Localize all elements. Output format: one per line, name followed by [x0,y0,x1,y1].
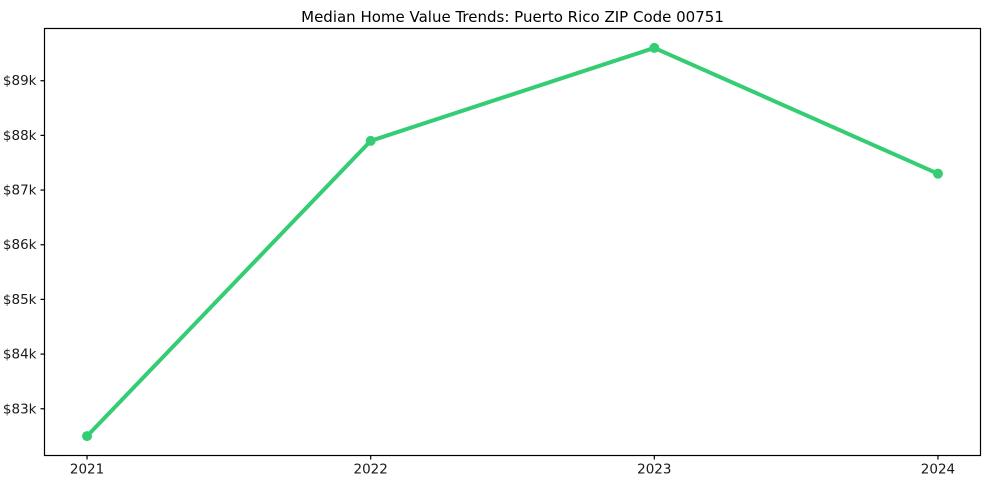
y-tick-label: $87k [3,183,37,199]
plot-frame [43,27,982,457]
x-tick-label: 2024 [921,462,955,478]
y-tick-label: $89k [3,73,37,89]
x-tick-label: 2023 [637,462,671,478]
data-point-marker [365,135,376,146]
data-point-marker [932,168,943,179]
y-tick-label: $86k [3,237,37,253]
y-tick-label: $83k [3,401,37,417]
data-point-marker [82,431,93,442]
series-line [85,45,940,439]
x-tick-label: 2022 [354,462,388,478]
data-point-marker [649,42,660,53]
x-tick-label: 2021 [70,462,104,478]
y-tick-label: $84k [3,347,37,363]
y-tick-label: $88k [3,128,37,144]
y-tick-label: $85k [3,292,37,308]
chart-title: Median Home Value Trends: Puerto Rico ZI… [301,8,724,26]
